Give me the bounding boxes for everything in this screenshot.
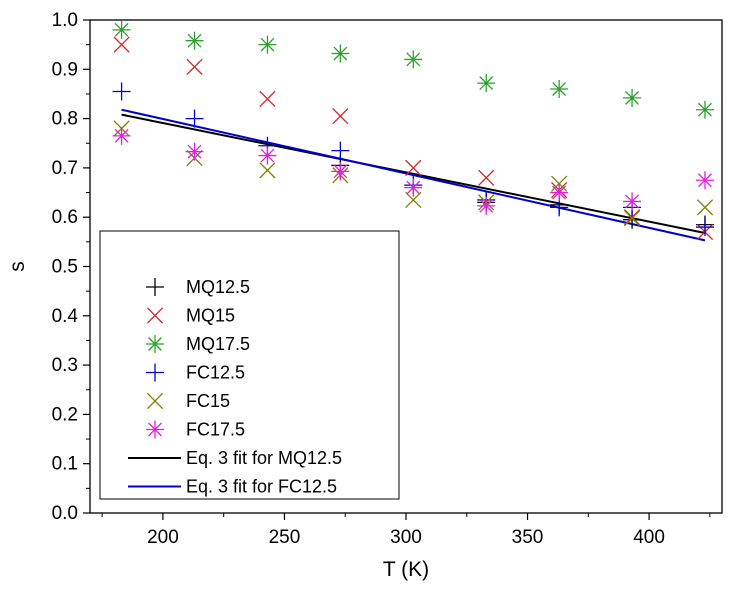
y-tick-label: 0.2: [52, 404, 78, 425]
x-tick-label: 350: [512, 527, 544, 548]
legend-entry: MQ17.5: [146, 334, 250, 354]
y-tick-label: 1.0: [52, 10, 78, 31]
data-point: [112, 126, 131, 145]
data-point: [331, 141, 350, 160]
data-point: [550, 80, 569, 99]
data-point: [404, 50, 423, 69]
legend-entry: FC12.5: [146, 363, 245, 383]
x-tick-label: 250: [269, 527, 301, 548]
legend-entry: MQ12.5: [146, 277, 250, 297]
data-point: [478, 169, 495, 186]
data-point: [695, 218, 714, 237]
data-point: [331, 162, 350, 181]
legend: MQ12.5 MQ15 MQ17.5 FC12.5 FC15 FC17.5 Eq. 3 fi…: [99, 230, 400, 500]
data-point: [259, 162, 276, 179]
data-point: [332, 108, 349, 125]
legend-label: MQ15: [186, 306, 235, 326]
data-point: [477, 196, 496, 215]
legend-label: FC17.5: [186, 420, 245, 440]
data-point: [112, 20, 131, 39]
data-point: [477, 74, 496, 93]
legend-label: MQ17.5: [186, 334, 250, 354]
data-point: [331, 44, 350, 63]
data-point: [404, 178, 423, 197]
data-point: [259, 90, 276, 107]
fit-line: [121, 113, 706, 234]
x-tick-label: 200: [147, 527, 179, 548]
y-tick-label: 0.4: [52, 306, 79, 327]
legend-entry: MQ15: [146, 306, 235, 326]
data-point: [623, 192, 642, 211]
data-point: [405, 159, 422, 177]
data-point: [695, 100, 714, 119]
y-tick-label: 0.1: [52, 454, 78, 475]
data-point: [186, 58, 203, 75]
legend-label: Eq. 3 fit for FC12.5: [186, 477, 337, 497]
plot-axes: [83, 19, 723, 520]
legend-label: MQ12.5: [186, 277, 250, 297]
data-point: [258, 35, 277, 54]
data-point: [185, 109, 204, 128]
fit-line: [121, 108, 706, 242]
y-axis-label: s: [6, 261, 29, 272]
data-point: [112, 82, 131, 101]
legend-entry: FC17.5: [146, 420, 245, 440]
data-points: [112, 20, 714, 241]
y-tick-label: 0.0: [52, 503, 78, 524]
y-tick-label: 0.5: [52, 257, 78, 278]
x-tick-label: 300: [390, 527, 422, 548]
y-tick-label: 0.7: [52, 158, 78, 179]
legend-label: FC15: [186, 391, 230, 411]
y-tick-label: 0.8: [52, 109, 78, 130]
tick-labels: 200 250 300 350 400 0.0 0.1 0.2 0.3 0.4 0.5 0.6 0.7 0…: [52, 10, 665, 548]
data-point: [696, 199, 714, 216]
data-point: [185, 31, 204, 50]
legend-entry: Eq. 3 fit for FC12.5: [128, 477, 337, 497]
x-tick-label: 400: [633, 527, 665, 548]
legend-box: [99, 230, 400, 500]
legend-label: Eq. 3 fit for MQ12.5: [186, 448, 342, 468]
y-tick-label: 0.9: [52, 59, 78, 80]
data-point: [695, 171, 714, 190]
legend-entry: Eq. 3 fit for MQ12.5: [128, 448, 342, 468]
x-axis-label: T (K): [383, 558, 429, 581]
legend-label: FC12.5: [186, 363, 245, 383]
data-point: [550, 183, 569, 202]
data-point: [258, 146, 277, 165]
data-point: [113, 36, 130, 53]
legend-entry: FC15: [146, 391, 230, 411]
y-tick-label: 0.3: [52, 355, 78, 376]
data-point: [405, 191, 422, 209]
data-point: [623, 88, 642, 107]
data-point: [185, 142, 204, 161]
data-point: [623, 210, 641, 227]
fit-lines: [121, 108, 706, 242]
data-point: [623, 209, 641, 226]
y-tick-label: 0.6: [52, 207, 78, 228]
